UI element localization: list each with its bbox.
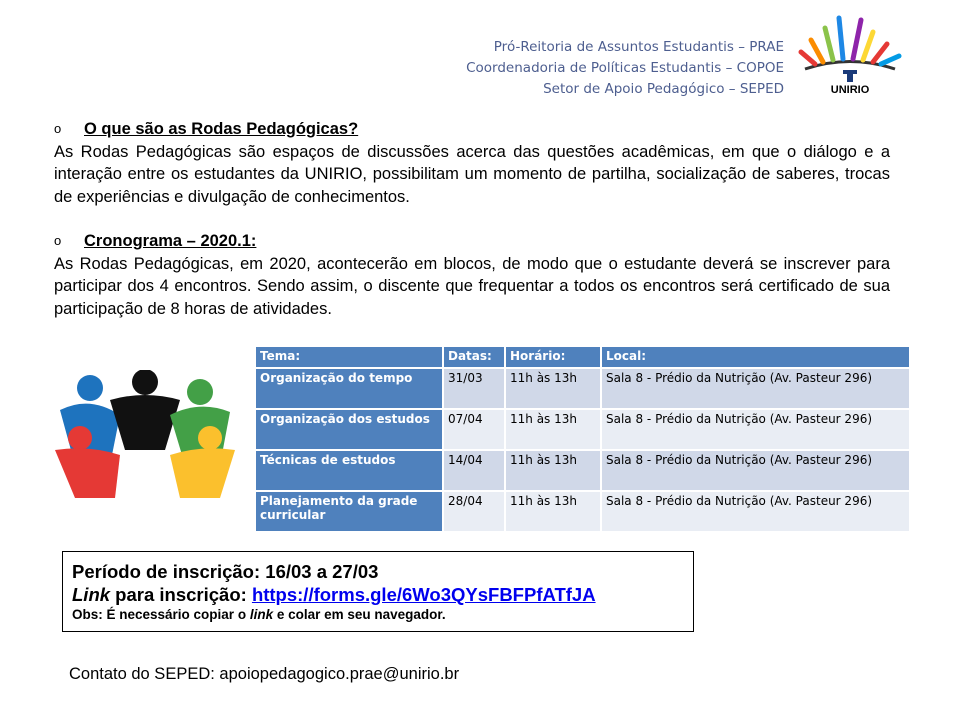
cell-local: Sala 8 - Prédio da Nutrição (Av. Pasteur… bbox=[600, 408, 911, 451]
bullet: o bbox=[54, 233, 62, 248]
section-text: As Rodas Pedagógicas são espaços de disc… bbox=[54, 142, 890, 206]
cell-data: 28/04 bbox=[442, 490, 506, 533]
schedule-table: Tema: Datas: Horário: Local: Organização… bbox=[254, 345, 911, 533]
cell-tema: Organização do tempo bbox=[254, 367, 444, 410]
header-text: Pró-Reitoria de Assuntos Estudantis – PR… bbox=[466, 37, 784, 100]
link-label: para inscrição: bbox=[110, 584, 247, 605]
cell-tema: Organização dos estudos bbox=[254, 408, 444, 451]
obs-text: Obs: É necessário copiar o bbox=[72, 607, 250, 622]
section-title: O que são as Rodas Pedagógicas? bbox=[84, 120, 359, 138]
period-value: 16/03 a 27/03 bbox=[265, 561, 379, 582]
cell-tema: Planejamento da grade curricular bbox=[254, 490, 444, 533]
cell-horario: 11h às 13h bbox=[504, 367, 602, 410]
table-row: Planejamento da grade curricular 28/04 1… bbox=[254, 490, 911, 533]
obs-italic: link bbox=[249, 607, 274, 622]
link-label-italic: Link bbox=[72, 584, 111, 605]
header-line-prae: Pró-Reitoria de Assuntos Estudantis – PR… bbox=[493, 39, 784, 55]
cell-horario: 11h às 13h bbox=[504, 490, 602, 533]
section-text: As Rodas Pedagógicas, em 2020, acontecer… bbox=[54, 254, 890, 318]
table-row: Técnicas de estudos 14/04 11h às 13h Sal… bbox=[254, 449, 911, 492]
bullet: o bbox=[54, 121, 62, 136]
cell-local: Sala 8 - Prédio da Nutrição (Av. Pasteur… bbox=[600, 367, 911, 410]
registration-link[interactable]: https://forms.gle/6Wo3QYsFBFPfATfJA bbox=[251, 584, 596, 605]
cell-local: Sala 8 - Prédio da Nutrição (Av. Pasteur… bbox=[600, 490, 911, 533]
registration-obs: Obs: É necessário copiar o link e colar … bbox=[72, 606, 684, 624]
registration-box: Período de inscrição: 16/03 a 27/03 Link… bbox=[62, 551, 694, 632]
col-header-horario: Horário: bbox=[504, 345, 602, 369]
cell-data: 31/03 bbox=[442, 367, 506, 410]
cell-tema: Técnicas de estudos bbox=[254, 449, 444, 492]
cell-horario: 11h às 13h bbox=[504, 408, 602, 451]
registration-period: Período de inscrição: 16/03 a 27/03 bbox=[72, 560, 684, 583]
logo-text: UNIRIO bbox=[830, 84, 870, 96]
col-header-tema: Tema: bbox=[254, 345, 444, 369]
registration-link-line: Link para inscrição: https://forms.gle/6… bbox=[72, 583, 684, 606]
contact-info: Contato do SEPED: apoiopedagogico.prae@u… bbox=[69, 665, 460, 683]
hands-logo-icon bbox=[798, 15, 902, 82]
table-row: Organização dos estudos 07/04 11h às 13h… bbox=[254, 408, 911, 451]
col-header-datas: Datas: bbox=[442, 345, 506, 369]
cell-horario: 11h às 13h bbox=[504, 449, 602, 492]
header-line-copoe: Coordenadoria de Políticas Estudantis – … bbox=[466, 60, 784, 76]
table-row: Organização do tempo 31/03 11h às 13h Sa… bbox=[254, 367, 911, 410]
section-what-are: o O que são as Rodas Pedagógicas? As Roda… bbox=[54, 118, 890, 208]
cell-data: 14/04 bbox=[442, 449, 506, 492]
section-schedule: o Cronograma – 2020.1: As Rodas Pedagógic… bbox=[54, 230, 890, 320]
cell-local: Sala 8 - Prédio da Nutrição (Av. Pasteur… bbox=[600, 449, 911, 492]
obs-text-end: e colar em seu navegador. bbox=[273, 607, 446, 622]
col-header-local: Local: bbox=[600, 345, 911, 369]
people-circle-image bbox=[55, 370, 235, 498]
header-line-seped: Setor de Apoio Pedagógico – SEPED bbox=[543, 81, 784, 97]
period-label: Período de inscrição: bbox=[72, 561, 261, 582]
cell-data: 07/04 bbox=[442, 408, 506, 451]
unirio-logo: UNIRIO bbox=[795, 14, 905, 102]
section-title: Cronograma – 2020.1: bbox=[84, 232, 257, 250]
